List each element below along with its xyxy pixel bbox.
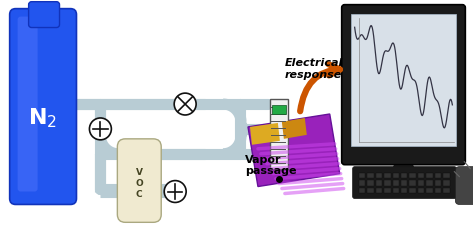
Bar [375, 180, 382, 186]
Bar [410, 180, 416, 186]
FancyBboxPatch shape [28, 3, 60, 28]
Text: Vapor
passage: Vapor passage [245, 154, 296, 175]
Text: Electrical
response: Electrical response [285, 58, 343, 80]
Bar [418, 180, 424, 186]
FancyBboxPatch shape [118, 139, 161, 222]
Bar [392, 180, 399, 186]
Bar [359, 188, 365, 193]
Bar [384, 173, 391, 178]
Polygon shape [282, 118, 307, 139]
Polygon shape [250, 123, 280, 145]
FancyBboxPatch shape [9, 10, 76, 205]
Bar [359, 173, 365, 178]
FancyBboxPatch shape [456, 167, 474, 205]
Polygon shape [389, 162, 419, 180]
Bar [401, 173, 408, 178]
Bar [435, 188, 441, 193]
FancyBboxPatch shape [363, 178, 445, 192]
Bar [443, 188, 450, 193]
Bar [367, 188, 374, 193]
Bar [410, 173, 416, 178]
Bar [272, 106, 286, 114]
Bar [359, 180, 365, 186]
FancyBboxPatch shape [342, 6, 465, 165]
Bar [427, 188, 433, 193]
FancyBboxPatch shape [18, 17, 37, 192]
Bar [367, 180, 374, 186]
Bar [435, 173, 441, 178]
Bar [367, 173, 374, 178]
Bar [384, 180, 391, 186]
Text: V
O
C: V O C [136, 167, 143, 198]
Bar [401, 188, 408, 193]
Bar [418, 173, 424, 178]
Bar [270, 100, 288, 169]
Bar [375, 173, 382, 178]
Circle shape [90, 118, 111, 140]
Circle shape [164, 181, 186, 202]
Bar [410, 188, 416, 193]
Bar [427, 180, 433, 186]
Bar [384, 188, 391, 193]
Polygon shape [248, 114, 340, 187]
Circle shape [174, 94, 196, 116]
Bar [435, 180, 441, 186]
Text: N$_2$: N$_2$ [28, 106, 57, 129]
Bar [418, 188, 424, 193]
Bar [443, 173, 450, 178]
Bar [401, 180, 408, 186]
FancyBboxPatch shape [353, 167, 456, 199]
Bar [392, 188, 399, 193]
Bar [392, 173, 399, 178]
Bar [375, 188, 382, 193]
Bar [351, 15, 456, 146]
Bar [427, 173, 433, 178]
Bar [443, 180, 450, 186]
